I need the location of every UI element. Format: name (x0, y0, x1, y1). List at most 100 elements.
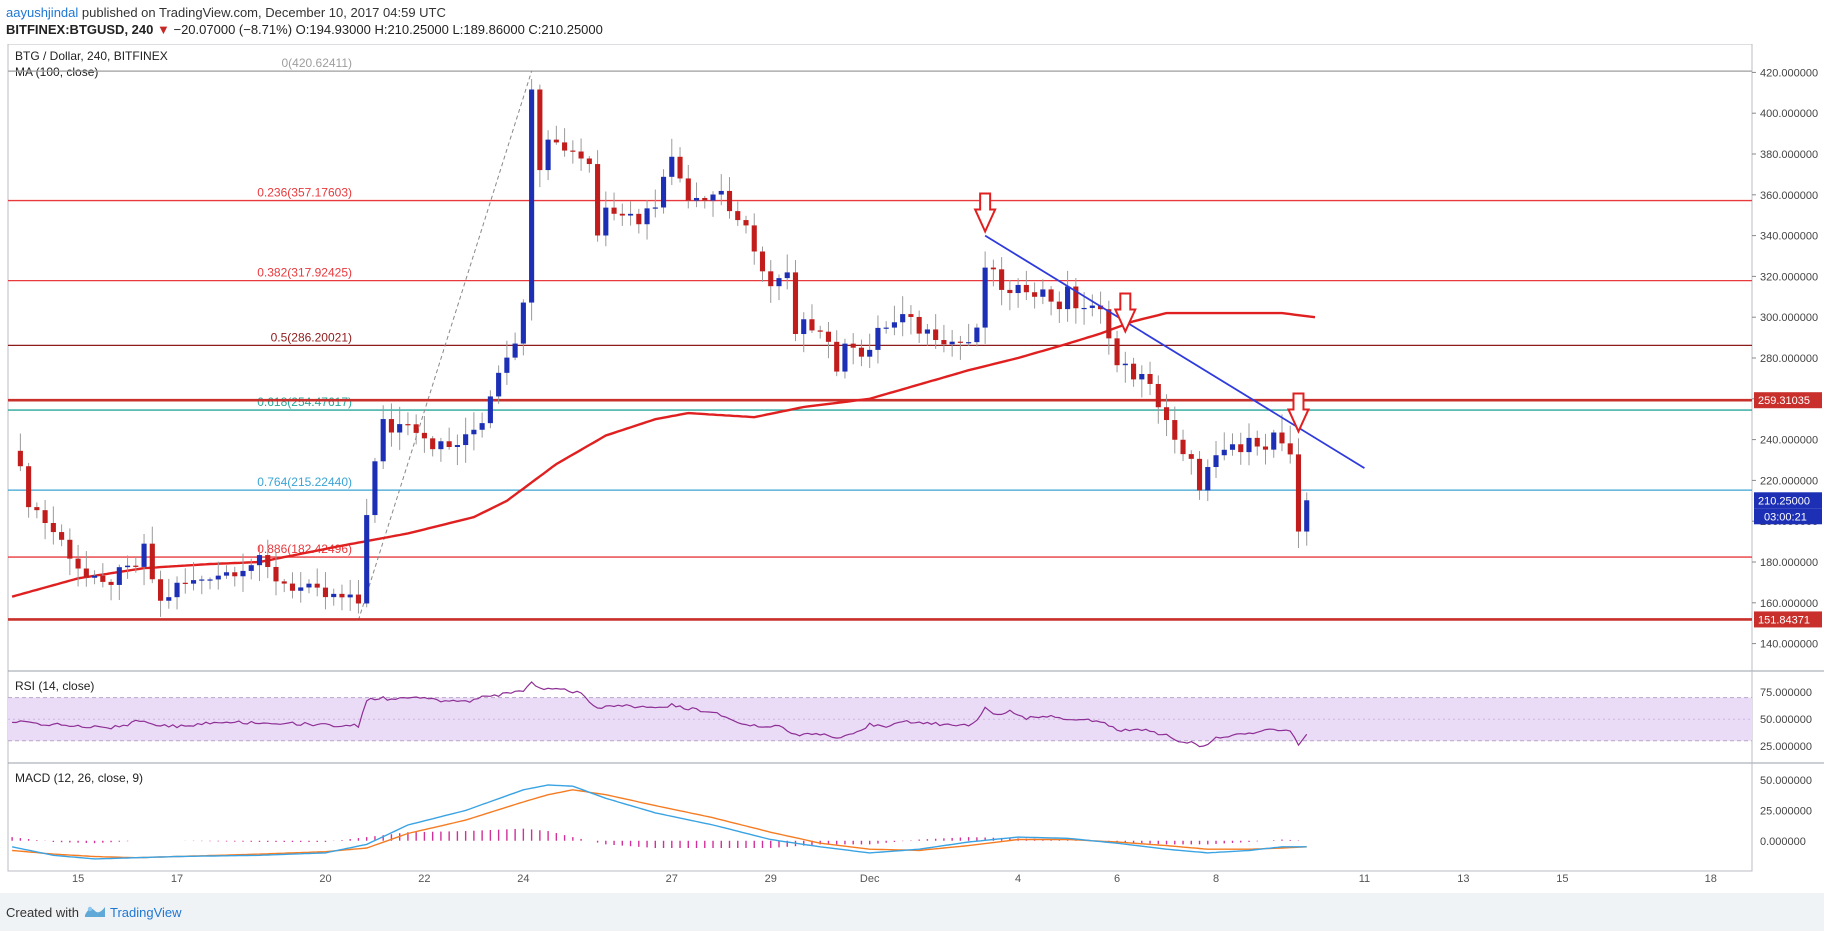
candle (496, 365, 502, 404)
candle (941, 324, 947, 353)
candle (380, 405, 386, 469)
bullish-candle-body (496, 372, 502, 397)
bullish-candle-body (669, 156, 675, 177)
candle (875, 315, 881, 364)
candle (1139, 365, 1145, 398)
candle (83, 551, 89, 587)
candle (223, 565, 230, 579)
bullish-candle-body (463, 434, 469, 446)
candle (1114, 330, 1120, 373)
candle (957, 335, 963, 360)
bearish-candle-body (157, 579, 164, 601)
candle (92, 570, 98, 585)
bullish-candle-body (660, 176, 667, 208)
bullish-candle-body (710, 194, 716, 201)
bullish-candle-body (924, 329, 930, 334)
bearish-candle-body (957, 341, 963, 343)
bearish-candle-body (1147, 374, 1153, 384)
bullish-candle-body (479, 423, 485, 430)
candle (34, 502, 40, 519)
y-tick-label: 340.000000 (1760, 231, 1818, 243)
candle (1221, 432, 1227, 461)
bearish-candle-body (1131, 363, 1137, 380)
y-tick-label: 380.000000 (1760, 149, 1818, 161)
candle (974, 323, 980, 347)
bullish-candle-body (1246, 437, 1252, 453)
x-tick-label: 18 (1705, 873, 1717, 885)
macd-tick-label: 0.000000 (1760, 836, 1806, 848)
bullish-candle-body (644, 208, 650, 225)
fib-swing-line (357, 71, 533, 621)
bullish-candle-body (693, 197, 700, 201)
bearish-candle-body (578, 151, 584, 159)
bearish-candle-body (908, 314, 914, 317)
bullish-candle-body (1065, 286, 1071, 310)
bullish-candle-body (603, 207, 609, 236)
candle (933, 314, 939, 349)
candle (1007, 279, 1013, 311)
candle (685, 164, 691, 209)
bearish-candle-body (265, 555, 271, 567)
countdown-tag (1754, 508, 1822, 525)
sr-price-tag (1754, 611, 1822, 628)
bullish-candle-body (512, 343, 518, 358)
candle (166, 578, 172, 609)
y-tick-label: 140.000000 (1760, 639, 1818, 651)
x-tick-label: 6 (1114, 873, 1120, 885)
publish-info: aayushjindal published on TradingView.co… (6, 5, 446, 20)
rsi-title: RSI (14, close) (15, 679, 94, 693)
bearish-candle-body (933, 329, 939, 340)
candle (595, 150, 601, 242)
candle (990, 259, 996, 287)
candle (1065, 270, 1071, 322)
candle (1015, 278, 1021, 308)
bullish-candle-body (199, 579, 205, 581)
bearish-candle-body (586, 158, 592, 165)
candle (908, 305, 914, 335)
bearish-candle-body (1114, 338, 1120, 366)
x-tick-label: 4 (1015, 873, 1021, 885)
candle (331, 588, 337, 606)
fib-level-label: 0.5(286.20021) (271, 330, 352, 344)
candle (479, 412, 485, 438)
chart-title: BTG / Dollar, 240, BITFINEX (15, 49, 168, 63)
price-chart[interactable]: 15 17 20 22 24 27 29 Dec 4 6 8 11 13 15 18 140.000000 16… (0, 44, 1824, 893)
bullish-candle-body (842, 343, 848, 372)
bearish-candle-body (1180, 439, 1186, 455)
candle (364, 498, 370, 608)
fib-level-label: 0.618(254.47617) (257, 395, 352, 409)
bullish-candle-body (223, 572, 230, 576)
bullish-candle-body (331, 593, 337, 598)
candle (42, 500, 48, 540)
candle (537, 84, 543, 188)
candle (562, 128, 568, 157)
bullish-candle-body (347, 594, 353, 598)
macd-tick-label: 50.000000 (1760, 775, 1812, 787)
author-link[interactable]: aayushjindal (6, 5, 79, 20)
candle (768, 260, 774, 303)
y-tick-label: 220.000000 (1760, 475, 1818, 487)
candle (397, 406, 403, 450)
bullish-candle-body (982, 267, 988, 328)
bearish-candle-body (1196, 458, 1203, 491)
candle (347, 579, 353, 611)
last-price-tag (1754, 492, 1822, 509)
tradingview-brand[interactable]: TradingView (110, 905, 182, 920)
y-tick-label: 420.000000 (1760, 67, 1818, 79)
candle (792, 260, 799, 342)
bearish-candle-body (1287, 443, 1293, 455)
bearish-candle-body (355, 594, 362, 604)
bearish-candle-body (1007, 289, 1013, 294)
bullish-candle-body (784, 272, 790, 279)
down-arrow-marker (1286, 392, 1311, 434)
bullish-candle-body (545, 139, 551, 171)
x-tick-label: 20 (319, 873, 331, 885)
bearish-candle-body (1155, 383, 1161, 408)
bearish-candle-body (817, 330, 823, 332)
macd-line (11, 784, 1307, 860)
bearish-candle-body (314, 583, 320, 588)
candle (306, 579, 312, 594)
candle (1188, 450, 1194, 475)
bearish-candle-body (537, 89, 543, 171)
candle (430, 436, 436, 457)
